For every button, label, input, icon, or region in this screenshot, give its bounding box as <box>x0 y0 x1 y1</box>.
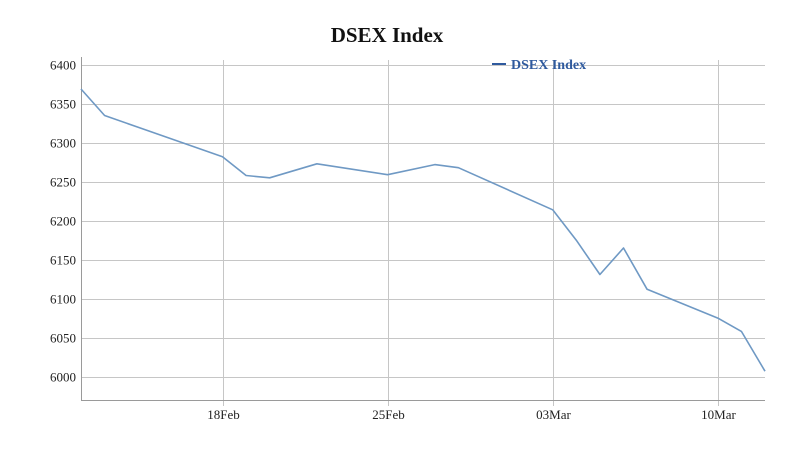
y-tick-label-6100: 6100 <box>50 292 76 307</box>
x-tick-label-2: 03Mar <box>536 407 571 422</box>
data-point-10[interactable] <box>574 238 579 243</box>
data-point-15[interactable] <box>739 329 744 334</box>
y-tick-label-6150: 6150 <box>50 253 76 268</box>
data-point-11[interactable] <box>597 272 602 277</box>
y-tick-labels: 6000 6050 6100 6150 6200 6250 6300 6350 6400 <box>50 58 76 385</box>
data-point-14[interactable] <box>715 316 720 321</box>
data-point-3[interactable] <box>244 173 249 178</box>
data-point-5[interactable] <box>314 161 319 166</box>
data-point-6[interactable] <box>385 172 390 177</box>
legend-label: DSEX Index <box>511 58 586 73</box>
x-tick-labels: 18Feb 25Feb 03Mar 10Mar <box>207 407 736 422</box>
y-tick-label-6400: 6400 <box>50 58 76 73</box>
data-point-9[interactable] <box>550 207 555 212</box>
chart-title: DSEX Index <box>331 23 444 47</box>
data-point-7[interactable] <box>432 162 437 167</box>
data-point-13[interactable] <box>645 287 650 292</box>
x-tick-label-0: 18Feb <box>207 407 240 422</box>
y-tick-label-6350: 6350 <box>50 97 76 112</box>
chart-legend[interactable]: DSEX Index <box>492 58 586 73</box>
x-tick-label-1: 25Feb <box>372 407 405 422</box>
data-point-2[interactable] <box>220 154 225 159</box>
data-point-4[interactable] <box>267 175 272 180</box>
y-tick-label-6300: 6300 <box>50 136 76 151</box>
x-tick-label-3: 10Mar <box>701 407 736 422</box>
data-point-0[interactable] <box>79 87 84 92</box>
y-tick-label-6250: 6250 <box>50 175 76 190</box>
data-point-1[interactable] <box>102 113 107 118</box>
y-tick-label-6050: 6050 <box>50 331 76 346</box>
y-tick-label-6000: 6000 <box>50 370 76 385</box>
series-line-0[interactable] <box>80 88 766 372</box>
grid-layer <box>81 60 765 406</box>
data-point-16[interactable] <box>763 369 768 374</box>
axis-layer <box>81 57 765 401</box>
data-point-8[interactable] <box>456 165 461 170</box>
y-tick-label-6200: 6200 <box>50 214 76 229</box>
series-layer <box>79 87 768 374</box>
data-point-12[interactable] <box>621 246 626 251</box>
